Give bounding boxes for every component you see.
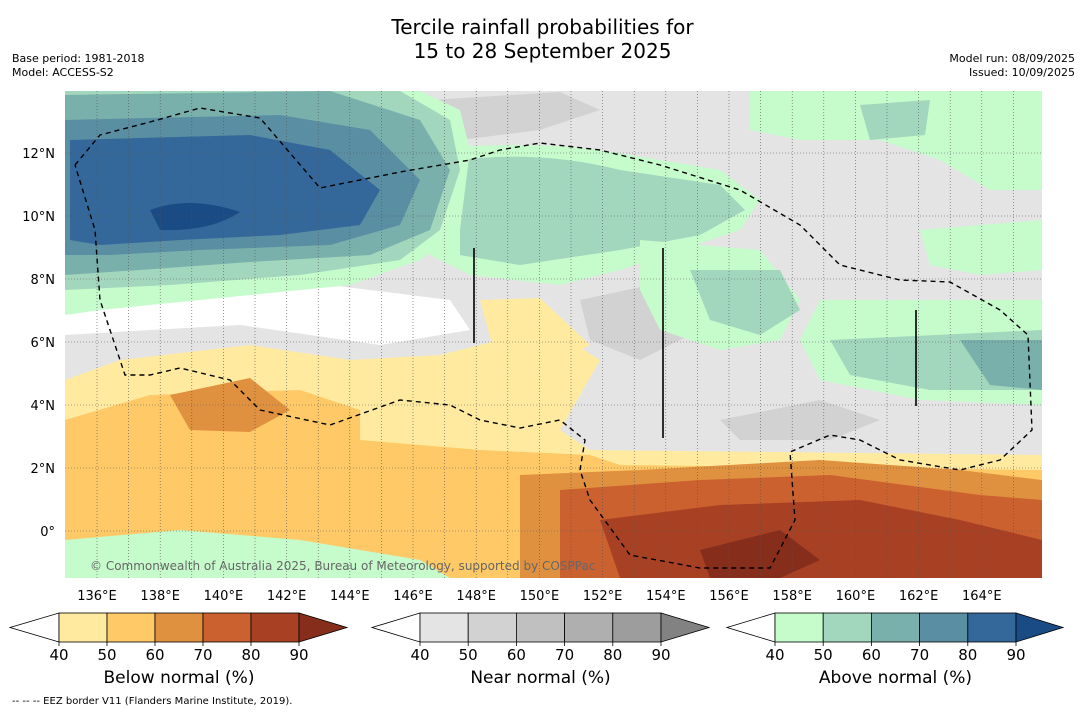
chart-title-line1: Tercile rainfall probabilities for — [391, 15, 694, 39]
model-name: Model: ACCESS-S2 — [12, 66, 114, 79]
lon-tick-label: 146°E — [393, 589, 433, 604]
base-period: Base period: 1981-2018 — [12, 52, 145, 65]
lat-tick-label: 4°N — [31, 399, 56, 414]
above-normal-50 — [920, 220, 1042, 275]
meta-left: Base period: 1981-2018 Model: ACCESS-S2 — [12, 52, 144, 80]
colorbar-tick-label: 80 — [958, 646, 977, 664]
colorbar-min-extend — [725, 612, 776, 643]
colorbar-tick-label: 70 — [193, 646, 212, 664]
colorbar-segment — [774, 612, 824, 643]
lon-tick-label: 148°E — [456, 589, 496, 604]
eez-footnote: -- -- -- EEZ border V11 (Flanders Marine… — [12, 696, 293, 707]
lon-tick-label: 154°E — [646, 589, 686, 604]
colorbar-tick-label: 50 — [97, 646, 116, 664]
colorbar-min-extend — [370, 612, 421, 643]
lon-tick-label: 150°E — [520, 589, 560, 604]
colorbars: 40 50 60 70 80 90 40 50 60 70 80 90 40 50 60 70 80 90 — [8, 612, 1065, 664]
lat-tick-label: 12°N — [22, 147, 55, 162]
colorbar-tick-label: 80 — [603, 646, 622, 664]
lon-tick-label: 144°E — [330, 589, 370, 604]
above-normal-50 — [750, 91, 1042, 190]
eez-border — [74, 107, 1033, 569]
lon-tick-label: 142°E — [267, 589, 307, 604]
colorbar-tick-label: 50 — [459, 646, 478, 664]
lat-tick-label: 6°N — [31, 336, 56, 351]
colorbar-segment — [967, 612, 1017, 643]
colorbar-tick-label: 80 — [241, 646, 260, 664]
colorbar-tick-label: 40 — [765, 646, 784, 664]
copyright-text: © Commonwealth of Australia 2025, Bureau… — [90, 559, 595, 573]
colorbar-1: 40 50 60 70 80 90 — [370, 612, 711, 664]
probability-fields — [65, 91, 1042, 578]
colorbar-tick-label: 60 — [145, 646, 164, 664]
chart-title-line2: 15 to 28 September 2025 — [413, 39, 672, 63]
issued-date: Issued: 10/09/2025 — [968, 66, 1075, 79]
colorbar-2: 40 50 60 70 80 90 — [725, 612, 1065, 664]
colorbar-tick-label: 50 — [814, 646, 833, 664]
colorbar-segment — [58, 612, 108, 643]
above-normal-60 — [690, 270, 800, 335]
map-gridlines — [65, 91, 1042, 578]
lon-tick-label: 136°E — [77, 589, 117, 604]
colorbar-max-extend — [298, 612, 349, 643]
above-normal-max — [150, 202, 240, 231]
colorbar-tick-label: 90 — [289, 646, 308, 664]
lon-tick-label: 160°E — [836, 589, 876, 604]
lon-tick-label: 156°E — [709, 589, 749, 604]
above-normal-60 — [860, 100, 930, 140]
colorbar-segment — [919, 612, 969, 643]
lon-tick-label: 152°E — [583, 589, 623, 604]
colorbar-max-extend — [660, 612, 711, 643]
above-normal-70 — [960, 340, 1042, 390]
above-normal-90 — [70, 135, 380, 245]
colorbar-tick-label: 60 — [507, 646, 526, 664]
colorbar-segment — [106, 612, 156, 643]
colorbar-segment — [202, 612, 252, 643]
colorbar-label-above: Above normal (%) — [818, 668, 973, 688]
lon-tick-label: 158°E — [772, 589, 812, 604]
below-normal-max — [700, 530, 820, 578]
near-normal-patch — [720, 400, 880, 440]
above-normal-50 — [65, 530, 450, 578]
lat-tick-label: 2°N — [31, 462, 56, 477]
colorbar-segment — [419, 612, 469, 643]
colorbar-segment — [822, 612, 872, 643]
longitude-labels: 136°E 138°E 140°E 142°E 144°E 146°E 148°E 150°E… — [77, 589, 1001, 604]
colorbar-tick-label: 60 — [862, 646, 881, 664]
lat-tick-label: 10°N — [22, 210, 55, 225]
boundary-lines — [473, 248, 917, 438]
colorbar-tick-label: 90 — [1006, 646, 1025, 664]
colorbar-tick-label: 40 — [49, 646, 68, 664]
colorbar-segment — [612, 612, 662, 643]
lon-tick-label: 162°E — [899, 589, 939, 604]
above-normal-60 — [460, 156, 745, 265]
colorbar-segment — [467, 612, 517, 643]
colorbar-tick-label: 70 — [910, 646, 929, 664]
meta-right: Model run: 08/09/2025 Issued: 10/09/2025 — [949, 52, 1075, 80]
colorbar-min-extend — [8, 612, 60, 643]
latitude-labels: 12°N 10°N 8°N 6°N 4°N 2°N 0° — [22, 147, 55, 540]
colorbar-tick-label: 90 — [651, 646, 670, 664]
colorbar-segment — [516, 612, 566, 643]
colorbar-label-below: Below normal (%) — [103, 668, 255, 688]
near-normal-patch — [430, 92, 600, 140]
colorbar-segment — [250, 612, 300, 643]
lon-tick-label: 138°E — [140, 589, 180, 604]
colorbar-0: 40 50 60 70 80 90 — [8, 612, 349, 664]
colorbar-segment — [154, 612, 204, 643]
colorbar-segment — [871, 612, 921, 643]
model-run: Model run: 08/09/2025 — [949, 52, 1075, 65]
colorbar-segment — [564, 612, 614, 643]
colorbar-tick-label: 70 — [555, 646, 574, 664]
colorbar-label-near: Near normal (%) — [470, 668, 611, 688]
lat-tick-label: 8°N — [31, 273, 56, 288]
lat-tick-label: 0° — [40, 525, 55, 540]
lon-tick-label: 164°E — [962, 589, 1002, 604]
colorbar-tick-label: 40 — [410, 646, 429, 664]
lon-tick-label: 140°E — [204, 589, 244, 604]
colorbar-max-extend — [1015, 612, 1065, 643]
